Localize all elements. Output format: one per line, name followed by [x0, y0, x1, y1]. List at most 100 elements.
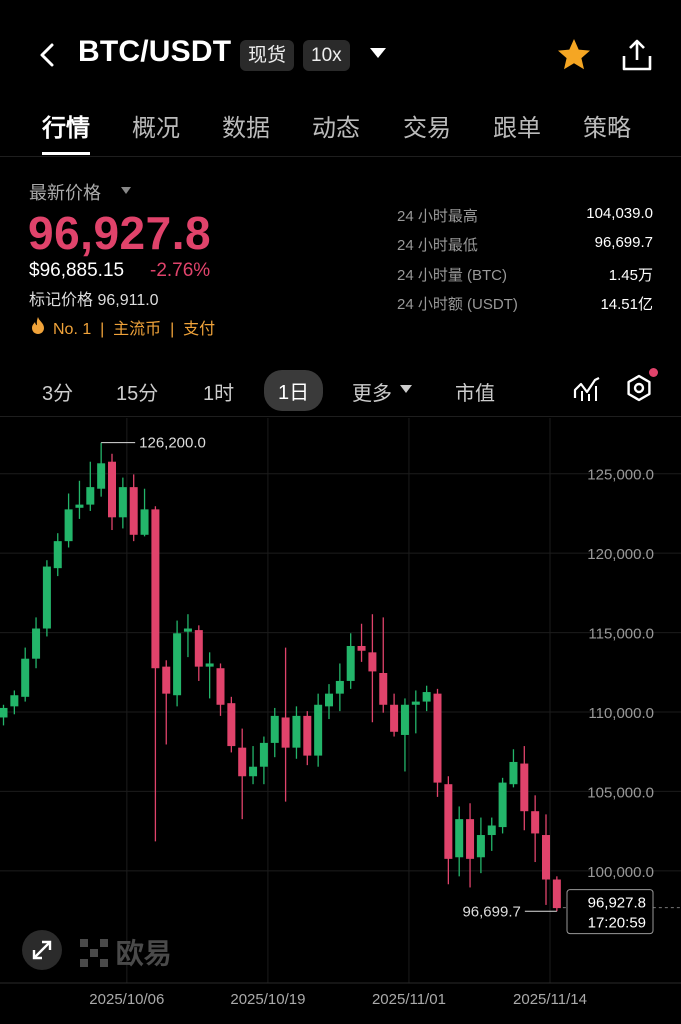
candle-body — [411, 701, 420, 705]
stat-turnover-label: 24 小时额 (USDT) — [397, 296, 518, 313]
current-price-box — [566, 889, 654, 935]
x-tick-label: 2025/11/14 — [513, 991, 587, 1008]
stat-low-label: 24 小时最低 — [397, 237, 478, 254]
candle-body — [259, 742, 268, 767]
y-axis-labels: 125,000.0 120,000.0 115,000.0 110,000.0 105,… — [587, 467, 654, 881]
tab-news[interactable]: 动态 — [312, 115, 360, 142]
y-tick-label: 115,000.0 — [588, 626, 654, 643]
leverage-tag[interactable]: 10x — [303, 40, 350, 71]
candle-body — [476, 835, 485, 858]
tab-market[interactable]: 行情 — [42, 115, 90, 142]
latest-price-dropdown-icon[interactable] — [121, 187, 131, 194]
tab-strategy[interactable]: 策略 — [583, 115, 631, 142]
candle-body — [249, 766, 258, 777]
candle-body — [520, 763, 529, 812]
y-tick-label: 120,000.0 — [587, 546, 654, 563]
stat-high-value: 104,039.0 — [586, 205, 653, 222]
candle-body — [422, 692, 431, 702]
candle-body — [53, 541, 62, 569]
candle-body — [194, 630, 203, 667]
candle-body — [303, 715, 312, 756]
market-cap-toggle[interactable]: 市值 — [455, 383, 495, 405]
stat-turnover-value: 14.51亿 — [600, 296, 653, 313]
tab-overview[interactable]: 概况 — [132, 115, 180, 142]
timeframe-1h[interactable]: 1时 — [203, 383, 235, 405]
candle-body — [32, 628, 41, 659]
current-price-label: 96,927.8 — [588, 895, 646, 912]
candle-body — [270, 715, 279, 743]
candle-body — [0, 707, 8, 718]
candle-body — [86, 487, 95, 505]
stat-volume-label: 24 小时量 (BTC) — [397, 267, 508, 284]
settings-icon[interactable] — [624, 373, 654, 403]
candle-body — [10, 695, 19, 707]
fire-icon — [32, 317, 44, 334]
tab-copy-trading[interactable]: 跟单 — [493, 115, 541, 142]
candle-body — [346, 645, 355, 681]
candle-body — [162, 666, 171, 694]
low-marker-label: 96,699.7 — [462, 903, 520, 920]
candle-body — [140, 509, 149, 535]
candle-body — [335, 680, 344, 694]
indicator-icon[interactable] — [573, 374, 601, 402]
star-icon[interactable] — [555, 36, 593, 74]
candle-body — [108, 461, 116, 518]
last-price: 96,927.8 — [28, 207, 212, 259]
candle-body — [227, 703, 236, 747]
coin-badges[interactable]: No. 1 | 主流币 | 支付 — [53, 321, 216, 338]
candle-body — [118, 487, 127, 518]
y-tick-label: 110,000.0 — [588, 705, 654, 722]
high-marker-label: 126,200.0 — [139, 435, 206, 452]
candle-body — [97, 463, 106, 489]
x-tick-label: 2025/10/19 — [230, 991, 305, 1008]
candle-body — [368, 652, 377, 672]
candle-body — [379, 672, 388, 705]
x-tick-label: 2025/10/06 — [89, 991, 164, 1008]
candle-body — [314, 704, 323, 756]
timeframe-15m[interactable]: 15分 — [116, 383, 159, 405]
usd-price: $96,885.15 — [29, 260, 125, 281]
candle-body — [400, 704, 409, 735]
candle-body — [151, 509, 160, 669]
back-icon[interactable] — [34, 38, 62, 72]
candlestick-chart[interactable]: 126,200.0 96,699.7 96,927.8 17:20:59 125… — [0, 418, 681, 1024]
mark-price-label: 标记价格 — [29, 292, 94, 309]
candle-body — [292, 715, 301, 748]
stat-volume-value: 1.45万 — [608, 267, 653, 284]
tabs-divider — [0, 156, 681, 157]
candle-body — [498, 782, 507, 828]
timeframe-more[interactable]: 更多 — [352, 383, 392, 405]
candle-body — [325, 693, 333, 707]
candle-body — [390, 704, 399, 732]
okx-logo-text: 欧易 — [115, 938, 172, 969]
more-chevron-down-icon[interactable] — [400, 385, 412, 393]
pair-dropdown-chevron-icon[interactable] — [370, 48, 386, 58]
chart-divider — [0, 416, 681, 417]
share-icon[interactable] — [618, 36, 656, 74]
latest-price-label[interactable]: 最新价格 — [29, 183, 101, 203]
timeframe-1d[interactable]: 1日 — [264, 370, 324, 411]
tab-trade[interactable]: 交易 — [403, 115, 451, 142]
candle-body — [216, 668, 225, 705]
candle-body — [466, 819, 475, 859]
stat-high-label: 24 小时最高 — [397, 208, 478, 225]
expand-icon — [32, 940, 52, 960]
mark-price: 标记价格 96,911.0 — [29, 286, 159, 310]
okx-logo-icon — [80, 939, 108, 967]
candle-body — [487, 825, 496, 836]
tab-data[interactable]: 数据 — [222, 115, 270, 142]
okx-watermark: 欧易 — [80, 932, 172, 972]
timeframe-3m[interactable]: 3分 — [42, 383, 74, 405]
candle-body — [238, 747, 247, 777]
candle-body — [205, 663, 214, 667]
stat-low-value: 96,699.7 — [594, 234, 653, 251]
y-tick-label: 100,000.0 — [587, 864, 654, 881]
notification-dot — [649, 368, 658, 377]
x-tick-label: 2025/11/01 — [372, 991, 446, 1008]
spot-tag: 现货 — [240, 40, 295, 71]
candle-body — [455, 819, 464, 858]
candle-body — [444, 784, 453, 859]
candle-body — [42, 566, 51, 629]
fullscreen-button[interactable] — [22, 930, 62, 970]
active-tab-indicator — [42, 152, 90, 155]
